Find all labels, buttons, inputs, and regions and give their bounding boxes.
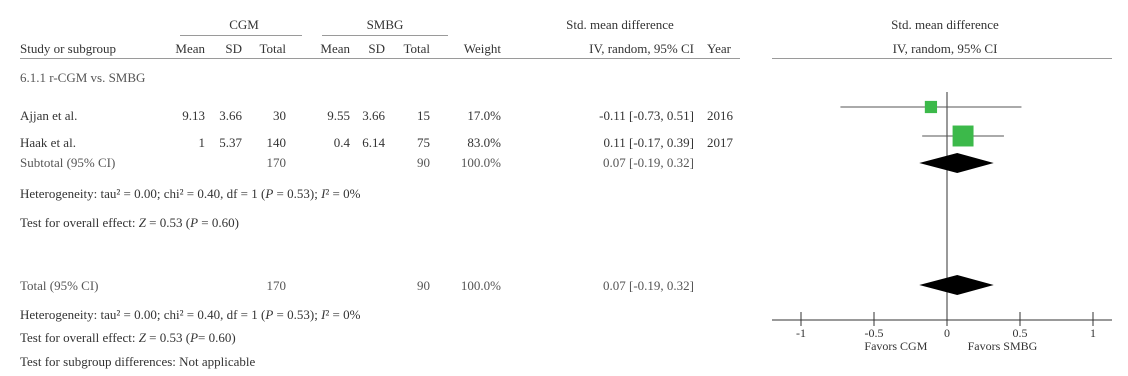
overall-effect-subgroup: Test for overall effect: Z = 0.53 (P = 0… — [20, 215, 239, 230]
study-sd-cgm: 5.37 — [219, 135, 242, 150]
study-mean-cgm: 1 — [198, 135, 206, 150]
col-sd-smbg: SD — [368, 41, 385, 56]
x-tick-label: -0.5 — [865, 326, 884, 340]
total-weight: 100.0% — [460, 278, 501, 293]
total-total-smbg: 90 — [417, 278, 430, 293]
study-total-smbg: 75 — [417, 135, 430, 150]
overall-effect-total: Test for overall effect: Z = 0.53 (P= 0.… — [20, 330, 236, 345]
study-ci: -0.11 [-0.73, 0.51] — [599, 108, 694, 123]
subgroup-differences: Test for subgroup differences: Not appli… — [20, 354, 256, 369]
table-header-rule — [20, 58, 740, 59]
col-mean-cgm: Mean — [175, 41, 205, 56]
smbg-header-rule — [322, 35, 448, 36]
favors-left-label: Favors CGM — [864, 339, 927, 353]
study-sd-cgm: 3.66 — [219, 108, 242, 123]
subtotal-total-smbg: 90 — [417, 155, 430, 170]
subgroup-label: 6.1.1 r-CGM vs. SMBG — [20, 70, 146, 85]
x-tick-label: 0 — [944, 326, 950, 340]
plot-method: IV, random, 95% CI — [892, 41, 998, 56]
favors-right-label: Favors SMBG — [968, 339, 1038, 353]
study-total-cgm: 30 — [273, 108, 286, 123]
study-weight: 17.0% — [467, 108, 501, 123]
study-name: Ajjan et al. — [20, 108, 78, 123]
plot-header: Std. mean difference — [891, 17, 999, 32]
study-weight-square — [952, 125, 974, 147]
subtotal-label: Subtotal (95% CI) — [20, 155, 116, 170]
cgm-header-rule — [180, 35, 302, 36]
subtotal-ci: 0.07 [-0.19, 0.32] — [603, 155, 694, 170]
total-ci: 0.07 [-0.19, 0.32] — [603, 278, 694, 293]
x-tick-label: 1 — [1090, 326, 1096, 340]
study-total-smbg: 15 — [417, 108, 430, 123]
col-total-cgm: Total — [259, 41, 286, 56]
study-weight: 83.0% — [467, 135, 501, 150]
col-ci: IV, random, 95% CI — [589, 41, 694, 56]
study-sd-smbg: 6.14 — [362, 135, 385, 150]
study-mean-smbg: 0.4 — [333, 135, 350, 150]
col-study: Study or subgroup — [20, 41, 117, 56]
x-tick-label: 0.5 — [1013, 326, 1028, 340]
col-year: Year — [707, 41, 731, 56]
heterogeneity-total: Heterogeneity: tau² = 0.00; chi² = 0.40,… — [20, 307, 361, 322]
col-weight: Weight — [463, 41, 501, 56]
subtotal-diamond — [919, 153, 994, 173]
x-tick-label: -1 — [796, 326, 806, 340]
study-sd-smbg: 3.66 — [362, 108, 385, 123]
total-total-cgm: 170 — [266, 278, 287, 293]
study-ci: 0.11 [-0.17, 0.39] — [603, 135, 694, 150]
study-year: 2016 — [707, 108, 733, 123]
col-sd-cgm: SD — [225, 41, 242, 56]
study-mean-smbg: 9.55 — [327, 108, 350, 123]
subtotal-total-cgm: 170 — [266, 155, 287, 170]
heterogeneity-subgroup: Heterogeneity: tau² = 0.00; chi² = 0.40,… — [20, 186, 361, 201]
group-header-cgm: CGM — [229, 17, 259, 32]
study-year: 2017 — [707, 135, 733, 150]
study-total-cgm: 140 — [266, 135, 287, 150]
subtotal-weight: 100.0% — [460, 155, 501, 170]
smd-header: Std. mean difference — [566, 17, 674, 32]
col-total-smbg: Total — [403, 41, 430, 56]
total-label: Total (95% CI) — [20, 278, 99, 293]
study-weight-square — [924, 100, 938, 114]
col-mean-smbg: Mean — [320, 41, 350, 56]
total-diamond — [919, 275, 994, 295]
plot-header-rule — [772, 58, 1112, 59]
group-header-smbg: SMBG — [366, 17, 404, 32]
study-name: Haak et al. — [20, 135, 76, 150]
study-mean-cgm: 9.13 — [182, 108, 205, 123]
